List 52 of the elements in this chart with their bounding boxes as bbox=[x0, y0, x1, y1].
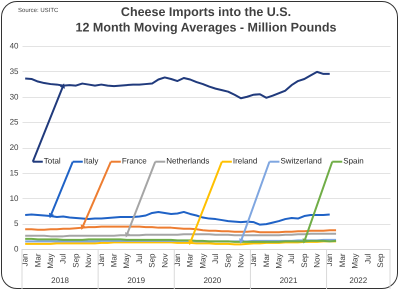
y-tick-label: 5 bbox=[14, 219, 20, 228]
x-tick-label: May bbox=[350, 254, 360, 269]
x-tick-label: Jan bbox=[20, 254, 30, 266]
x-tick-label: Jul bbox=[58, 253, 68, 264]
x-tick-label: Jan bbox=[172, 254, 182, 266]
legend-label: France bbox=[122, 156, 148, 166]
legend-label: Ireland bbox=[232, 156, 258, 166]
chart-subtitle: 12 Month Moving Averages - Million Pounds bbox=[76, 20, 336, 34]
x-tick-label: Jan bbox=[96, 254, 106, 266]
x-tick-label: Sep bbox=[300, 252, 309, 268]
y-tick-label: 40 bbox=[10, 42, 20, 50]
x-tick-label: Nov bbox=[236, 254, 246, 268]
legend-label: Switzerland bbox=[280, 156, 322, 166]
x-tick-label: Mar bbox=[33, 253, 42, 268]
x-tick-label: May bbox=[274, 254, 284, 269]
y-tick-label: 30 bbox=[10, 92, 20, 102]
x-tick-label: Jul bbox=[211, 253, 220, 264]
x-tick-label: Nov bbox=[84, 254, 94, 268]
x-tick-label: Jan bbox=[325, 254, 334, 266]
text: 2022 bbox=[349, 276, 368, 285]
y-tick-label: 15 bbox=[10, 168, 20, 178]
x-tick-label: Nov bbox=[312, 254, 322, 268]
legend-label: Italy bbox=[84, 156, 98, 166]
x-tick-label: Mar bbox=[338, 253, 347, 268]
text: 2021 bbox=[280, 276, 298, 285]
legend-label: Spain bbox=[343, 156, 364, 166]
y-tick-label: 20 bbox=[10, 143, 20, 152]
x-tick-label: Sep bbox=[148, 252, 157, 268]
legend-label: Netherlands bbox=[166, 156, 210, 166]
x-tick-label: May bbox=[198, 254, 208, 269]
x-tick-label: Nov bbox=[160, 254, 170, 268]
y-tick-label: 25 bbox=[10, 118, 20, 127]
x-tick-label: Jul bbox=[287, 253, 296, 264]
x-tick-label: Sep bbox=[71, 252, 80, 268]
y-tick-label: 10 bbox=[10, 194, 20, 203]
chart-title: Cheese Imports into the U.S. bbox=[120, 5, 292, 19]
x-tick-label: Jul bbox=[363, 253, 372, 264]
x-tick-label: May bbox=[122, 254, 132, 269]
y-tick-label: 35 bbox=[10, 66, 20, 76]
text: 2019 bbox=[127, 276, 146, 285]
x-tick-label: Mar bbox=[110, 253, 118, 268]
x-tick-label: Jul bbox=[134, 253, 144, 264]
x-tick-label: Sep bbox=[224, 252, 233, 268]
text: 2020 bbox=[203, 276, 222, 285]
x-tick-label: Mar bbox=[186, 253, 195, 268]
x-tick-label: Jan bbox=[249, 254, 258, 266]
x-tick-label: May bbox=[46, 254, 56, 269]
y-tick-label: 0 bbox=[14, 244, 20, 254]
legend-label: Total bbox=[44, 156, 61, 166]
x-tick-label: Mar bbox=[262, 253, 271, 268]
text: 2018 bbox=[51, 276, 70, 285]
x-tick-label: Sep bbox=[376, 252, 385, 268]
